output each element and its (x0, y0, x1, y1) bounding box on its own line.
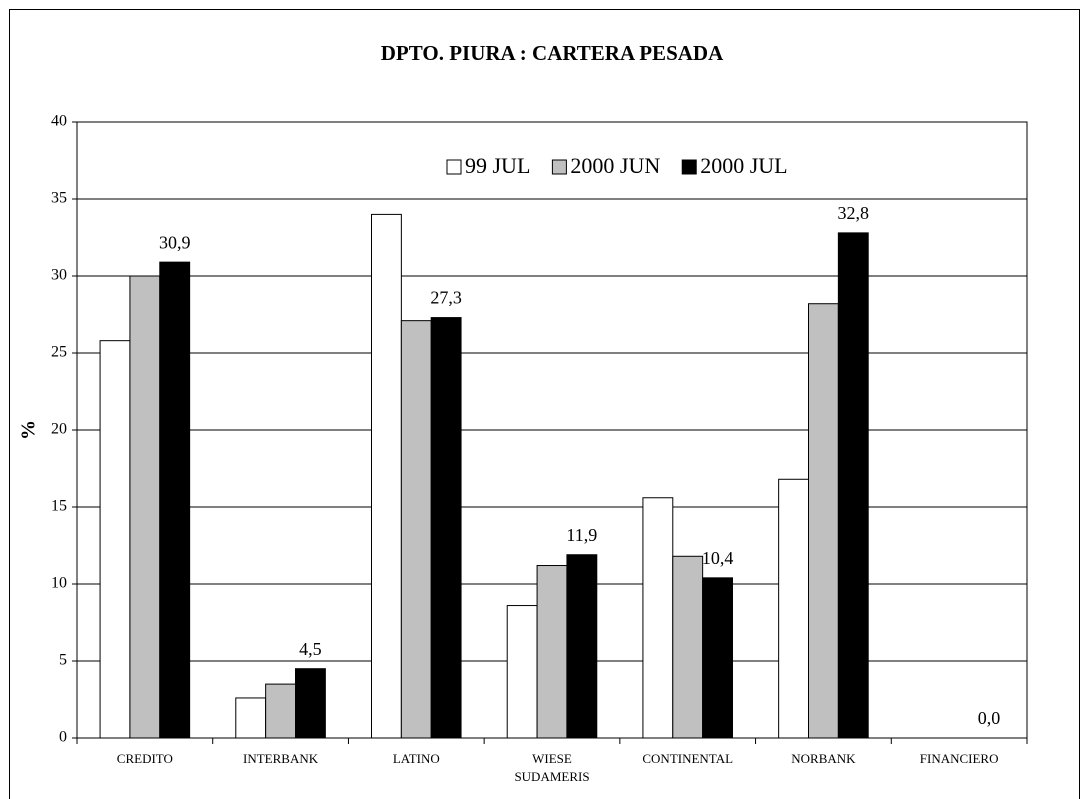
chart-title: DPTO. PIURA : CARTERA PESADA (381, 41, 724, 65)
bar (430, 317, 462, 739)
bar (506, 605, 538, 739)
bar (566, 554, 598, 739)
y-tick-label: 0 (59, 729, 67, 746)
bar (400, 320, 432, 739)
data-label: 27,3 (430, 288, 462, 308)
y-tick-label: 5 (59, 652, 67, 669)
y-tick-label: 40 (51, 113, 67, 130)
bar (371, 213, 402, 739)
y-tick-label: 15 (51, 498, 67, 515)
y-axis-label: % (18, 420, 40, 440)
legend-swatch (551, 159, 567, 175)
legend-label: 2000 JUL (700, 153, 787, 178)
x-tick-label: CONTINENTAL (642, 751, 733, 766)
legend-swatch (681, 159, 697, 175)
legend-label: 2000 JUN (570, 153, 660, 178)
bar (778, 478, 810, 739)
data-label: 0,0 (978, 708, 1001, 728)
x-tick-label: NORBANK (791, 751, 856, 766)
bar (672, 555, 704, 739)
y-tick-label: 30 (51, 267, 67, 284)
y-tick-label: 25 (51, 344, 67, 361)
data-label: 32,8 (838, 203, 870, 223)
bar (235, 697, 267, 739)
data-label: 11,9 (566, 525, 597, 545)
data-label: 10,4 (702, 548, 734, 568)
x-tick-label: WIESE SUDAMERIS (514, 751, 589, 784)
bar (265, 683, 296, 739)
bar (536, 565, 568, 739)
data-label: 4,5 (299, 639, 322, 659)
y-tick-label: 10 (51, 575, 67, 592)
bar (702, 577, 734, 739)
x-tick-label: LATINO (393, 751, 440, 766)
y-tick-label: 35 (51, 190, 67, 207)
data-label: 30,9 (159, 232, 191, 252)
bar (642, 497, 674, 739)
x-tick-label: CREDITO (117, 751, 173, 766)
bar (129, 275, 161, 739)
y-tick-label: 20 (51, 421, 67, 438)
bar (808, 303, 839, 739)
legend-label: 99 JUL (465, 153, 530, 178)
bar (837, 232, 869, 739)
x-tick-label: INTERBANK (243, 751, 319, 766)
bar (99, 340, 131, 739)
legend-swatch (446, 159, 462, 175)
x-tick-label: FINANCIERO (920, 751, 999, 766)
bar (159, 261, 191, 739)
bar (295, 668, 326, 739)
